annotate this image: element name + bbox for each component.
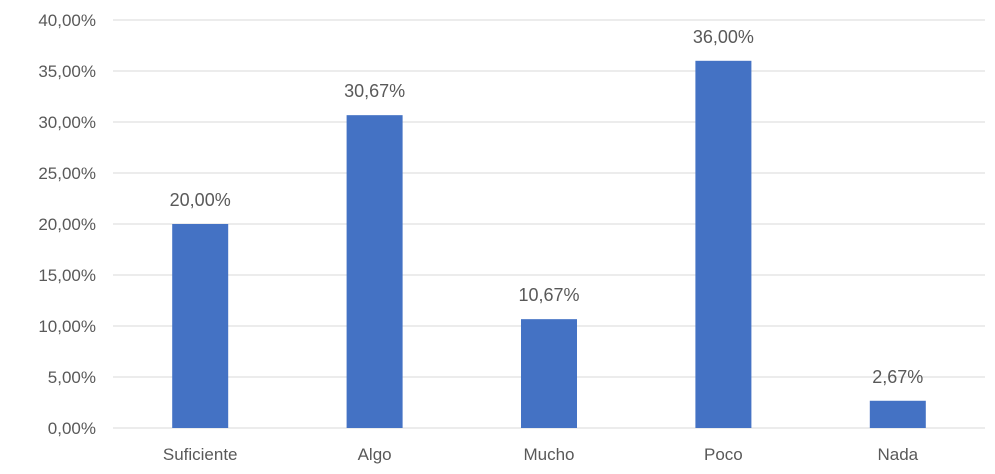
bar-poco: [695, 60, 752, 429]
x-tick-label: Poco: [704, 445, 743, 464]
data-label: 10,67%: [518, 285, 579, 305]
bar-mucho: [521, 319, 577, 428]
y-tick-label: 15,00%: [38, 266, 96, 285]
y-tick-label: 35,00%: [38, 62, 96, 81]
bar-algo: [346, 115, 403, 428]
data-label: 36,00%: [693, 27, 754, 47]
bar-suficiente: [172, 224, 229, 428]
data-labels: 20,00% 30,67% 10,67% 36,00% 2,67%: [170, 27, 924, 387]
y-tick-label: 30,00%: [38, 113, 96, 132]
bars: [172, 60, 926, 429]
x-axis-tick-labels: Suficiente Algo Mucho Poco Nada: [163, 445, 919, 464]
x-tick-label: Nada: [877, 445, 918, 464]
data-label: 20,00%: [170, 190, 231, 210]
y-tick-label: 20,00%: [38, 215, 96, 234]
y-tick-label: 25,00%: [38, 164, 96, 183]
x-tick-label: Mucho: [523, 445, 574, 464]
data-label: 30,67%: [344, 81, 405, 101]
bar-nada: [869, 400, 926, 428]
x-tick-label: Suficiente: [163, 445, 238, 464]
y-axis-tick-labels: 0,00% 5,00% 10,00% 15,00% 20,00% 25,00% 30,00%…: [38, 11, 96, 438]
data-label: 2,67%: [872, 367, 923, 387]
y-tick-label: 10,00%: [38, 317, 96, 336]
y-tick-label: 0,00%: [48, 419, 96, 438]
x-tick-label: Algo: [358, 445, 392, 464]
gridlines: [113, 19, 985, 429]
y-tick-label: 40,00%: [38, 11, 96, 30]
y-tick-label: 5,00%: [48, 368, 96, 387]
